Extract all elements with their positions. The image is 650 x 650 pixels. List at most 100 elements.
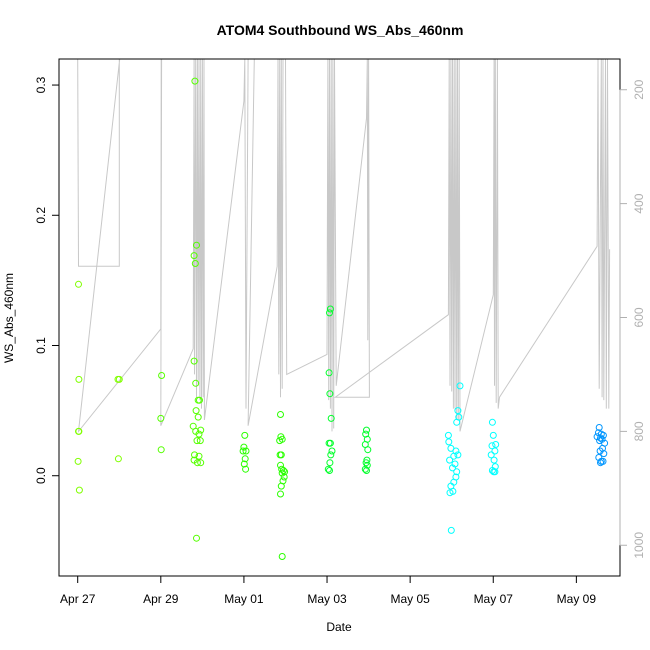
y2-tick-label: 600 xyxy=(632,307,646,327)
data-point xyxy=(277,482,285,490)
data-point xyxy=(276,437,284,445)
data-point xyxy=(193,437,201,445)
data-point xyxy=(449,464,456,472)
y-tick-label: 0.1 xyxy=(34,337,48,354)
data-point xyxy=(75,280,82,288)
y2-tick-label: 1000 xyxy=(632,532,646,559)
data-point xyxy=(114,455,122,463)
y2-axis: 200 400 600 800 1000 xyxy=(619,79,646,559)
data-point xyxy=(242,447,250,455)
data-point xyxy=(363,467,370,474)
data-point xyxy=(456,382,464,390)
data-point xyxy=(488,418,496,426)
x-axis: Apr 27 Apr 29 May 01 May 03 May 05 May 07 May … xyxy=(60,575,597,606)
data-point xyxy=(242,465,250,473)
x-tick-label: May 03 xyxy=(307,592,347,606)
y-tick-label: 0.2 xyxy=(34,207,48,224)
data-point xyxy=(326,390,334,398)
data-point xyxy=(193,534,200,542)
data-point xyxy=(446,456,454,464)
data-point xyxy=(491,447,499,455)
data-point xyxy=(450,452,458,460)
data-point xyxy=(278,553,286,560)
data-point xyxy=(75,486,83,494)
data-point xyxy=(240,443,248,451)
data-point xyxy=(191,451,198,459)
data-point xyxy=(197,426,205,434)
scatter-points-layer xyxy=(74,77,609,560)
y2-tick-label: 800 xyxy=(632,421,646,441)
data-point xyxy=(445,438,453,446)
data-point xyxy=(363,426,370,434)
data-point xyxy=(195,452,203,460)
data-point xyxy=(328,447,336,455)
data-point xyxy=(193,459,201,467)
data-point xyxy=(241,431,249,439)
data-point xyxy=(491,468,499,476)
data-point xyxy=(194,413,202,421)
data-point xyxy=(75,427,83,435)
data-point xyxy=(595,424,603,431)
x-tick-label: May 01 xyxy=(224,592,264,606)
data-point xyxy=(277,461,284,469)
data-point xyxy=(325,439,333,447)
data-point xyxy=(280,473,288,481)
y-tick-label: 0.0 xyxy=(34,467,48,484)
data-point xyxy=(193,241,200,249)
plot-frame xyxy=(58,58,621,577)
data-point xyxy=(196,396,203,404)
y-axis-label: WS_Abs_460nm xyxy=(2,273,16,363)
data-point xyxy=(453,468,461,476)
data-point xyxy=(363,461,371,469)
data-point xyxy=(157,414,165,422)
data-point xyxy=(361,465,369,473)
data-point xyxy=(444,431,452,439)
data-point xyxy=(190,252,198,260)
x-axis-label: Date xyxy=(326,620,352,634)
y2-tick-label: 400 xyxy=(632,193,646,213)
data-point xyxy=(241,455,249,463)
data-point xyxy=(75,375,83,383)
data-point xyxy=(488,442,496,450)
data-point xyxy=(324,465,332,473)
data-point xyxy=(196,437,204,445)
data-point xyxy=(326,467,333,474)
data-point xyxy=(327,414,335,422)
x-tick-label: Apr 27 xyxy=(60,592,96,606)
x-tick-label: May 09 xyxy=(557,592,597,606)
altitude-line-layer xyxy=(77,58,611,434)
x-tick-label: May 07 xyxy=(474,592,514,606)
data-point xyxy=(192,379,200,387)
data-point xyxy=(326,309,333,317)
data-point xyxy=(490,456,498,464)
data-point xyxy=(446,489,454,497)
y-tick-label: 0.3 xyxy=(34,76,48,93)
data-point xyxy=(277,411,284,418)
data-point xyxy=(325,369,333,377)
data-point xyxy=(600,450,608,458)
data-point xyxy=(158,372,166,379)
data-point xyxy=(327,451,335,459)
data-point xyxy=(157,446,165,454)
data-point xyxy=(195,430,203,438)
data-point xyxy=(487,451,495,459)
data-point xyxy=(240,460,248,468)
data-point xyxy=(326,305,334,313)
data-point xyxy=(115,375,123,383)
x-tick-label: Apr 29 xyxy=(143,592,179,606)
y2-tick-label: 200 xyxy=(632,79,646,99)
data-point xyxy=(447,526,455,534)
data-point xyxy=(197,459,205,467)
data-point xyxy=(453,418,461,426)
data-point xyxy=(454,451,462,459)
data-point xyxy=(454,407,462,415)
data-point xyxy=(492,441,500,448)
data-point xyxy=(278,469,286,477)
data-point xyxy=(489,431,497,439)
data-point xyxy=(276,451,284,459)
data-point xyxy=(191,77,199,85)
x-tick-label: May 05 xyxy=(390,592,430,606)
data-point xyxy=(192,407,200,415)
data-point xyxy=(326,459,334,467)
